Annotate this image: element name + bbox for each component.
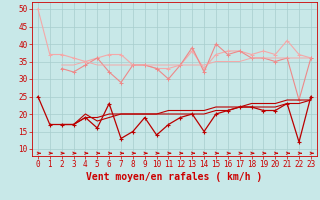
X-axis label: Vent moyen/en rafales ( km/h ): Vent moyen/en rafales ( km/h ) <box>86 172 262 182</box>
